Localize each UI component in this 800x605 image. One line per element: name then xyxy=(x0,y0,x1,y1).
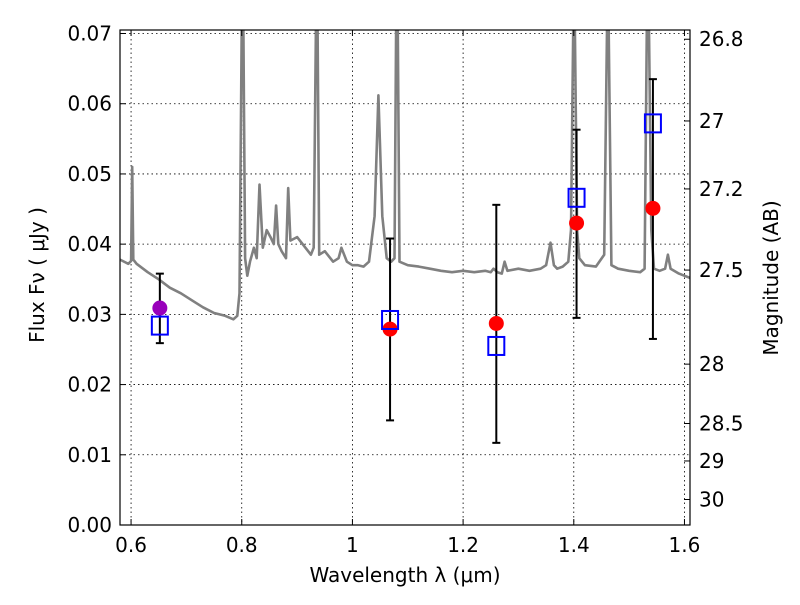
right-tick-label: 27.5 xyxy=(699,258,744,282)
y-tick-label: 0.04 xyxy=(67,232,112,256)
right-tick-label: 28.5 xyxy=(699,412,744,436)
y-tick-label: 0.00 xyxy=(67,513,112,537)
y-tick-label: 0.05 xyxy=(67,162,112,186)
x-axis-title: Wavelength λ (μm) xyxy=(309,563,500,587)
model-flux-marker xyxy=(487,335,506,356)
right-tick-label: 27 xyxy=(699,109,724,133)
model-flux-marker xyxy=(381,309,400,330)
model-sed-line xyxy=(120,30,690,321)
observed-flux-marker xyxy=(569,215,585,231)
plot-frame xyxy=(119,29,691,526)
x-tick-label: 1 xyxy=(346,533,359,557)
y-tick-label: 0.01 xyxy=(67,443,112,467)
plot-series xyxy=(120,30,690,444)
observed-flux-marker xyxy=(152,300,168,316)
x-tick-label: 1.6 xyxy=(669,533,701,557)
axis-ticks: 0.6 0.8 1 1.2 1.4 1.6 0.00 0.01 0.02 0.03 0.04 0.05… xyxy=(67,22,743,557)
observed-flux-marker xyxy=(645,200,661,216)
x-tick-label: 0.6 xyxy=(115,533,147,557)
y-tick-label: 0.03 xyxy=(67,302,112,326)
right-tick-label: 27.2 xyxy=(699,177,744,201)
model-flux-marker xyxy=(567,187,586,208)
right-axis-title: Magnitude (AB) xyxy=(759,200,783,355)
x-tick-label: 1.4 xyxy=(558,533,590,557)
x-tick-label: 0.8 xyxy=(226,533,258,557)
right-tick-label: 28 xyxy=(699,352,724,376)
right-tick-label: 26.8 xyxy=(699,27,744,51)
right-tick-label: 30 xyxy=(699,488,724,512)
y-tick-label: 0.06 xyxy=(67,92,112,116)
right-tick-label: 29 xyxy=(699,449,724,473)
grid xyxy=(120,30,690,525)
model-flux-marker xyxy=(150,315,169,336)
y-axis-title: Flux Fν ( μJy ) xyxy=(25,207,49,343)
y-tick-label: 0.02 xyxy=(67,373,112,397)
x-tick-label: 1.2 xyxy=(447,533,479,557)
model-flux-marker xyxy=(643,113,662,134)
observed-flux-marker xyxy=(488,315,504,331)
y-tick-label: 0.07 xyxy=(67,22,112,46)
